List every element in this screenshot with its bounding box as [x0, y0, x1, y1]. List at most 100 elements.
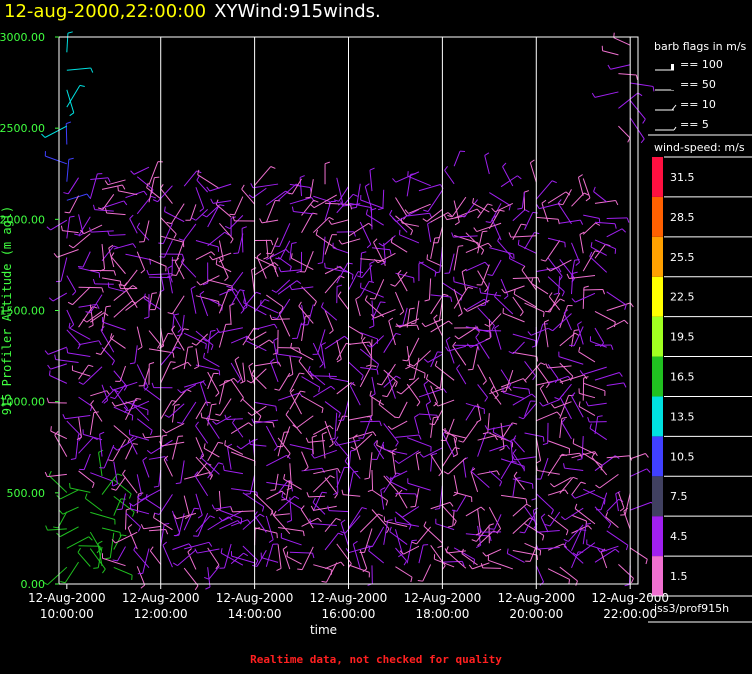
- wind-barb: [288, 355, 294, 378]
- barb-flag: [286, 453, 291, 458]
- barb-flag: [85, 311, 91, 314]
- barb-shaft: [512, 333, 536, 342]
- barb-flag: [157, 343, 161, 349]
- barb-shaft: [136, 566, 146, 586]
- barb-flag: [251, 267, 257, 271]
- barb-flag: [53, 252, 58, 258]
- barb-flag: [239, 289, 245, 292]
- barb-shaft: [332, 247, 349, 254]
- barb-shaft: [570, 273, 574, 295]
- wind-barb: [392, 209, 420, 223]
- barb-flag: [153, 485, 159, 488]
- barb-shaft: [129, 439, 138, 455]
- wind-barb: [397, 269, 408, 292]
- chart-axes: 12-Aug-200010:00:0012-Aug-200012:00:0012…: [0, 31, 669, 637]
- wind-barb: [369, 390, 384, 406]
- wind-barb: [348, 507, 367, 529]
- barb-flag: [389, 526, 392, 532]
- wind-barb: [159, 240, 173, 258]
- speed-color-swatch: [652, 436, 663, 477]
- wind-barb: [289, 372, 305, 392]
- barb-flag: [603, 499, 606, 505]
- wind-barb: [90, 472, 114, 487]
- wind-barb: [241, 226, 247, 253]
- wind-barb: [561, 418, 572, 440]
- barb-shaft: [547, 375, 569, 384]
- wind-barb: [252, 438, 258, 458]
- wind-barb: [437, 525, 443, 549]
- barb-flag: [627, 137, 631, 143]
- barb-shaft: [66, 275, 77, 292]
- barb-flag: [630, 578, 634, 584]
- wind-barb: [468, 562, 490, 570]
- barb-shaft: [490, 203, 502, 223]
- wind-barb: [444, 428, 466, 439]
- wind-barb: [207, 329, 216, 354]
- wind-barb: [360, 194, 384, 209]
- wind-barb: [78, 545, 102, 552]
- barb-shaft: [488, 376, 499, 396]
- barb-flag: [443, 293, 449, 297]
- wind-barb: [595, 473, 619, 489]
- barb-flag: [286, 551, 289, 557]
- barb-flag: [104, 180, 109, 185]
- barb-shaft: [583, 214, 600, 219]
- barb-shaft: [629, 501, 652, 511]
- barb-flag: [398, 489, 403, 494]
- wind-barb: [194, 548, 220, 554]
- barb-flag: [215, 259, 218, 265]
- barb-shaft: [502, 391, 525, 399]
- barb-flag: [149, 546, 154, 552]
- barb-shaft: [148, 276, 171, 279]
- barb-shaft: [426, 208, 443, 222]
- barb-shaft: [219, 327, 243, 333]
- barb-shaft: [52, 292, 68, 302]
- wind-barb: [545, 511, 561, 527]
- wind-barb: [289, 444, 314, 455]
- wind-barb: [430, 452, 438, 472]
- barb-shaft: [83, 453, 91, 470]
- wind-barb: [265, 425, 278, 451]
- wind-barb: [277, 437, 291, 458]
- wind-barb: [108, 439, 126, 462]
- barb-flag: [92, 306, 98, 309]
- barb-flag: [211, 403, 217, 406]
- barb-legend-label: == 5: [680, 118, 709, 131]
- barb-shaft: [291, 178, 302, 195]
- barb-flag: [162, 434, 168, 437]
- barb-flag: [448, 320, 453, 325]
- wind-barb: [527, 327, 549, 336]
- barb-shaft: [594, 548, 616, 563]
- wind-barb: [344, 456, 361, 479]
- barb-flag: [507, 384, 512, 389]
- barb-shaft: [348, 507, 363, 529]
- barb-shaft: [60, 257, 68, 282]
- wind-barb: [113, 534, 127, 550]
- barb-flag: [300, 505, 305, 510]
- barb-shaft: [388, 320, 396, 346]
- wind-barb: [283, 474, 302, 490]
- barb-flag: [289, 284, 293, 290]
- wind-barb: [129, 503, 150, 515]
- barb-flag: [561, 416, 567, 419]
- barb-shaft: [219, 520, 238, 530]
- barb-flag: [451, 232, 454, 238]
- barb-shaft: [368, 550, 385, 564]
- barb-flag: [324, 262, 326, 268]
- wind-barb: [112, 437, 138, 451]
- wind-barb: [423, 189, 443, 213]
- x-tick-date: 12-Aug-2000: [310, 591, 388, 605]
- wind-barb: [204, 565, 220, 580]
- barb-flag: [599, 342, 605, 347]
- barb-shaft: [477, 435, 495, 441]
- barb-flag: [554, 397, 560, 400]
- barb-shaft: [112, 381, 138, 391]
- barb-flag: [113, 245, 119, 249]
- barb-flag: [196, 175, 200, 181]
- wind-barb: [545, 363, 572, 369]
- barb-flag: [398, 513, 403, 518]
- barb-flag: [248, 422, 253, 427]
- barb-flag: [385, 475, 391, 480]
- wind-barb: [360, 420, 382, 427]
- barb-shaft: [398, 450, 420, 464]
